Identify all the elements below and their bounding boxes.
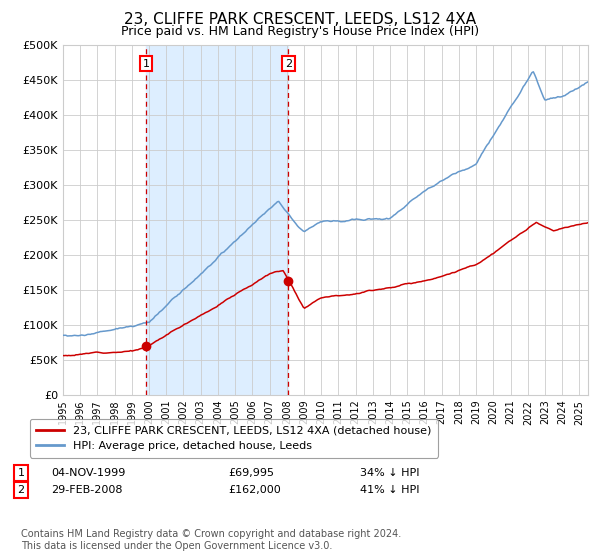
Text: 29-FEB-2008: 29-FEB-2008 (51, 485, 122, 495)
Text: 41% ↓ HPI: 41% ↓ HPI (360, 485, 419, 495)
Text: Price paid vs. HM Land Registry's House Price Index (HPI): Price paid vs. HM Land Registry's House … (121, 25, 479, 38)
Bar (146, 45, 288, 395)
Text: Contains HM Land Registry data © Crown copyright and database right 2024.
This d: Contains HM Land Registry data © Crown c… (21, 529, 401, 551)
Legend: 23, CLIFFE PARK CRESCENT, LEEDS, LS12 4XA (detached house), HPI: Average price, : 23, CLIFFE PARK CRESCENT, LEEDS, LS12 4X… (29, 419, 438, 458)
Text: 04-NOV-1999: 04-NOV-1999 (51, 468, 125, 478)
Text: 1: 1 (17, 468, 25, 478)
Text: £162,000: £162,000 (228, 485, 281, 495)
Text: 1: 1 (143, 59, 149, 69)
Text: 2: 2 (284, 59, 292, 69)
Text: 34% ↓ HPI: 34% ↓ HPI (360, 468, 419, 478)
Text: 2: 2 (17, 485, 25, 495)
Text: 23, CLIFFE PARK CRESCENT, LEEDS, LS12 4XA: 23, CLIFFE PARK CRESCENT, LEEDS, LS12 4X… (124, 12, 476, 27)
Text: £69,995: £69,995 (228, 468, 274, 478)
